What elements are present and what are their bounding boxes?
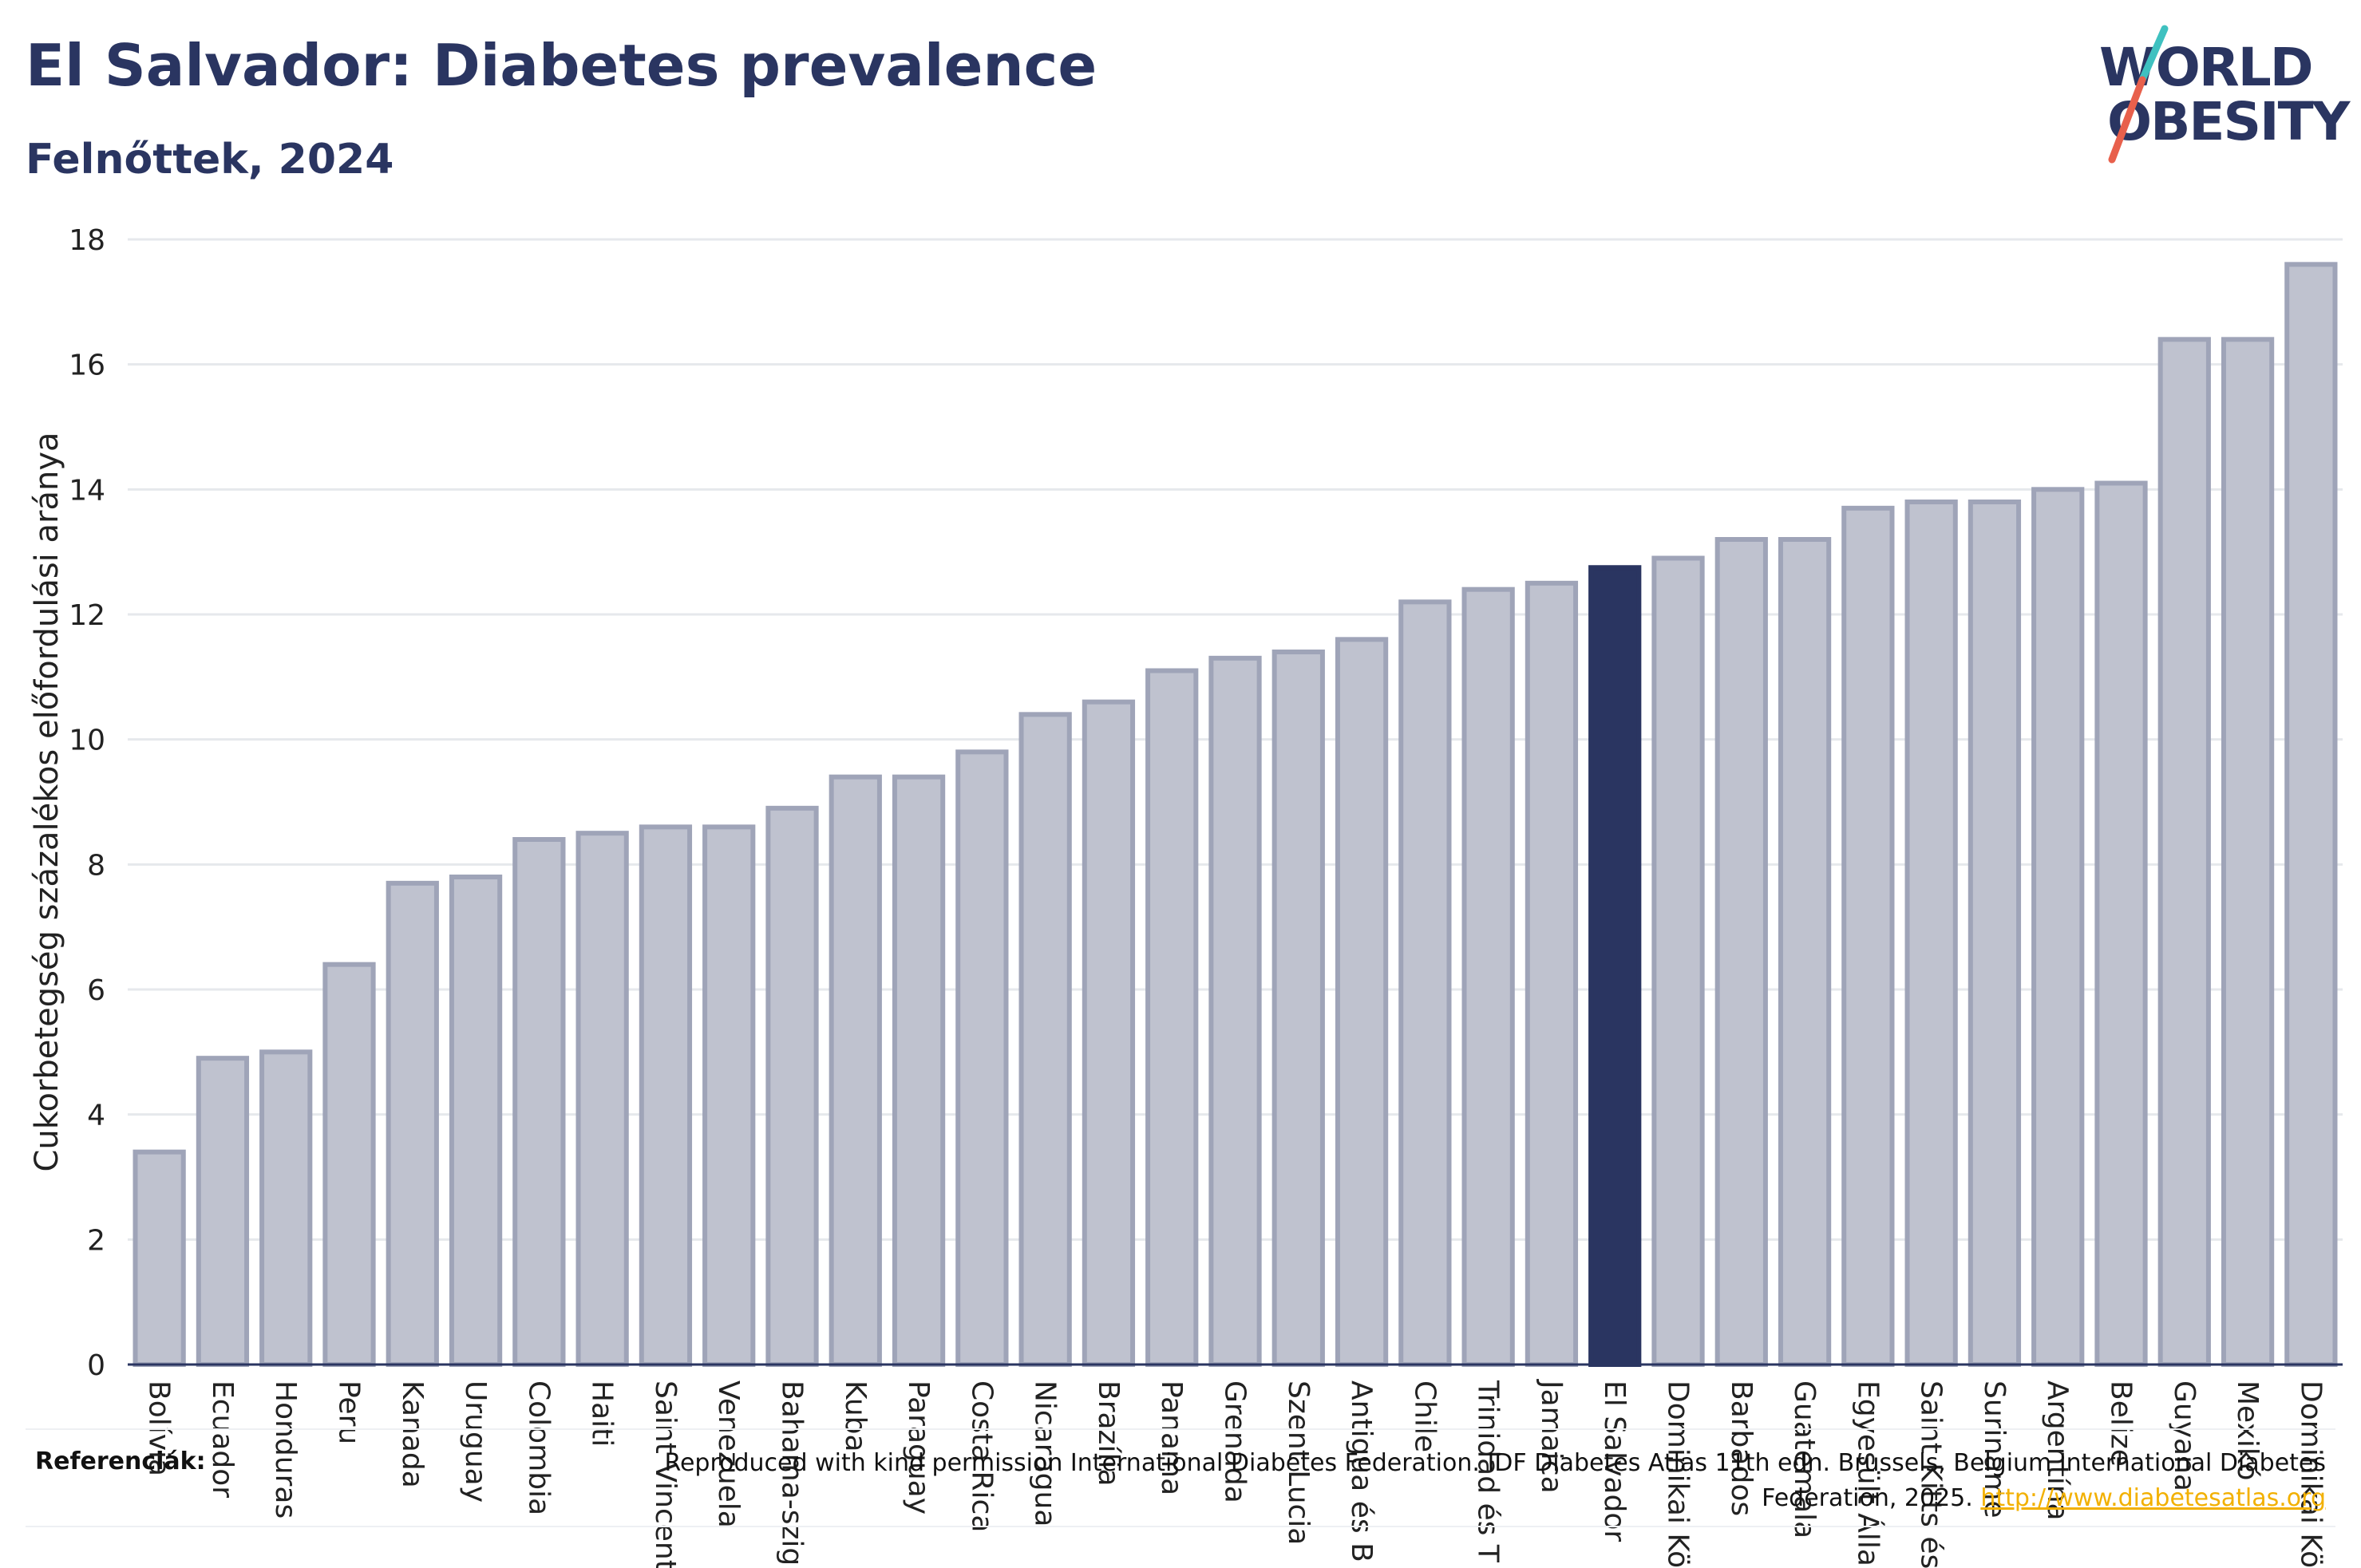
bar xyxy=(259,1049,313,1368)
bar xyxy=(575,831,629,1367)
x-tick-label: Egyesült Álla xyxy=(1851,1380,1884,1566)
x-tick-label: Antigua és B xyxy=(1345,1380,1378,1562)
x-tick-label: Venezuela xyxy=(712,1380,745,1528)
y-tick-label: 2 xyxy=(87,1224,105,1257)
bar xyxy=(1271,650,1325,1367)
bar xyxy=(765,805,819,1367)
bar xyxy=(892,774,946,1367)
bar-highlight xyxy=(1588,565,1642,1367)
x-tick-label: Paraguay xyxy=(902,1380,935,1515)
x-tick-label: Saint Kitts és xyxy=(1915,1380,1948,1568)
bar xyxy=(196,1056,250,1367)
y-tick-label: 0 xyxy=(87,1349,105,1382)
bar xyxy=(2157,337,2211,1367)
x-tick-label: Argentína xyxy=(2041,1380,2074,1521)
bar xyxy=(829,774,882,1367)
bar xyxy=(1018,712,1072,1367)
y-tick-label: 16 xyxy=(69,350,105,382)
x-tick-label: Dominikai Kö xyxy=(2294,1380,2327,1568)
bar xyxy=(1525,580,1579,1367)
x-tick-label: Grenada xyxy=(1219,1380,1252,1503)
x-tick-label: Jamaica xyxy=(1535,1379,1568,1494)
bar xyxy=(702,824,756,1368)
references-body: Reproduced with kind permission Internat… xyxy=(664,1449,2326,1512)
y-tick-label: 4 xyxy=(87,1100,105,1132)
logo-slash-icon xyxy=(2108,25,2169,164)
bar xyxy=(1714,537,1768,1367)
x-tick-label: Barbados xyxy=(1725,1380,1758,1516)
bar xyxy=(1904,500,1958,1367)
y-tick-label: 12 xyxy=(69,599,105,632)
bar xyxy=(386,880,439,1368)
x-tick-label: Guatemala xyxy=(1788,1380,1821,1538)
y-tick-label: 8 xyxy=(87,849,105,882)
y-tick-label: 6 xyxy=(87,974,105,1007)
x-tick-label: Panama xyxy=(1155,1380,1188,1495)
references-link[interactable]: http://www.diabetesatlas.org xyxy=(1980,1484,2326,1512)
x-tick-label: Chile xyxy=(1408,1380,1441,1452)
logo-line-2: OBESITY xyxy=(2107,91,2350,152)
chart-title: El Salvador: Diabetes prevalence xyxy=(26,32,1097,99)
x-tick-label: Honduras xyxy=(269,1380,302,1519)
bar xyxy=(1335,637,1389,1367)
x-tick-label: Costa Rica xyxy=(965,1380,998,1532)
x-tick-label: Szent Lucia xyxy=(1282,1380,1315,1545)
bar xyxy=(1461,587,1515,1367)
bar xyxy=(132,1149,186,1367)
bar xyxy=(955,749,1009,1367)
bar xyxy=(2031,487,2085,1367)
references-label: Referenciák: xyxy=(35,1448,206,1475)
bar xyxy=(2221,337,2275,1367)
bar xyxy=(1082,699,1136,1367)
x-tick-label: Suriname xyxy=(1978,1380,2011,1519)
bar xyxy=(512,837,566,1367)
x-tick-label: Kuba xyxy=(839,1380,872,1452)
bar xyxy=(1398,599,1452,1367)
x-tick-label: Colombia xyxy=(522,1380,555,1515)
bar xyxy=(1145,668,1199,1367)
x-tick-label: Bahama-szig xyxy=(776,1380,809,1566)
y-tick-label: 14 xyxy=(69,474,105,507)
bar xyxy=(1778,537,1832,1367)
world-obesity-logo: WORLD OBESITY xyxy=(2075,22,2350,166)
y-tick-label: 18 xyxy=(69,224,105,257)
y-tick-label: 10 xyxy=(69,725,105,757)
x-tick-label: Dominikai Kö xyxy=(1662,1380,1695,1568)
x-tick-label: Kanada xyxy=(396,1380,429,1488)
x-tick-label: Haiti xyxy=(586,1380,619,1447)
x-tick-label: Brazília xyxy=(1092,1380,1125,1487)
bar xyxy=(639,824,693,1368)
footer-divider-top xyxy=(26,1428,2335,1430)
x-tick-label: Uruguay xyxy=(459,1380,492,1503)
bar xyxy=(1208,655,1262,1367)
x-tick-label: Trinidad és T xyxy=(1472,1380,1505,1563)
chart-subtitle: Felnőttek, 2024 xyxy=(26,136,394,184)
y-axis-label: Cukorbetegség százalékos előfordulási ar… xyxy=(29,432,65,1171)
bar xyxy=(2284,262,2338,1367)
bar xyxy=(322,962,376,1367)
x-tick-label: Belize xyxy=(2105,1380,2138,1467)
references-text: Reproduced with kind permission Internat… xyxy=(650,1446,2326,1516)
bar xyxy=(449,875,503,1367)
logo-line-1: WORLD xyxy=(2099,37,2314,98)
x-tick-label: Guyana xyxy=(2168,1380,2201,1491)
x-tick-label: Ecuador xyxy=(206,1380,239,1498)
bar xyxy=(1651,555,1705,1367)
x-tick-label: Nicaragua xyxy=(1029,1380,1062,1527)
x-tick-label: El Salvador xyxy=(1598,1380,1631,1542)
x-tick-label: Mexikó xyxy=(2231,1380,2264,1480)
bar xyxy=(2094,480,2148,1367)
footer-divider-bottom xyxy=(26,1526,2335,1527)
x-tick-label: Peru xyxy=(333,1380,366,1444)
bar xyxy=(1841,505,1895,1367)
bar xyxy=(1968,500,2022,1367)
x-tick-label: Saint Vincent xyxy=(649,1380,682,1568)
